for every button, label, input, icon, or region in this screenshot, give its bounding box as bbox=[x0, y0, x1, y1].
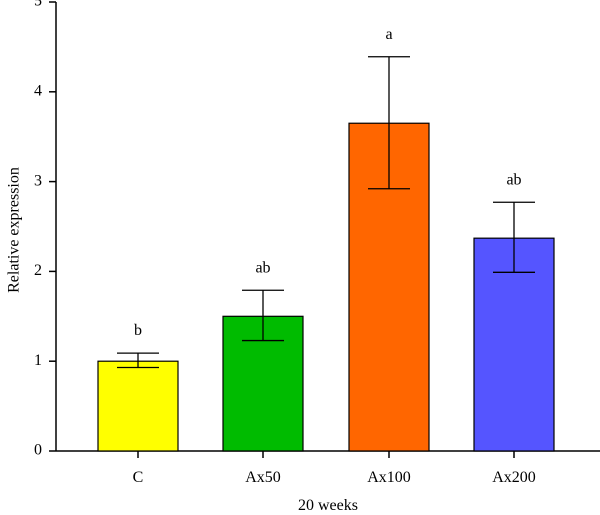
x-tick-label: Ax100 bbox=[367, 469, 411, 486]
y-axis-label: Relative expression bbox=[6, 167, 23, 293]
x-tick-label: C bbox=[133, 469, 144, 486]
y-tick-label: 0 bbox=[34, 442, 42, 459]
significance-letter: ab bbox=[506, 171, 521, 188]
bar-c bbox=[97, 360, 179, 452]
error-bars bbox=[117, 56, 535, 369]
y-tick-label: 4 bbox=[34, 82, 42, 99]
x-tick-label: Ax200 bbox=[492, 469, 536, 486]
significance-letter: b bbox=[134, 322, 142, 339]
x-axis: C Ax50 Ax100 Ax200 bbox=[56, 450, 600, 486]
y-tick-label: 5 bbox=[34, 0, 42, 10]
significance-letters: b ab a ab bbox=[134, 26, 522, 339]
y-tick-label: 1 bbox=[34, 352, 42, 369]
bars bbox=[97, 122, 555, 452]
y-axis: 0 1 2 3 4 5 bbox=[34, 0, 57, 459]
significance-letter: ab bbox=[255, 259, 270, 276]
y-tick-label: 2 bbox=[34, 262, 42, 279]
x-axis-label: 20 weeks bbox=[298, 497, 358, 514]
significance-letter: a bbox=[385, 26, 392, 43]
y-tick-label: 3 bbox=[34, 172, 42, 189]
x-tick-label: Ax50 bbox=[245, 469, 281, 486]
